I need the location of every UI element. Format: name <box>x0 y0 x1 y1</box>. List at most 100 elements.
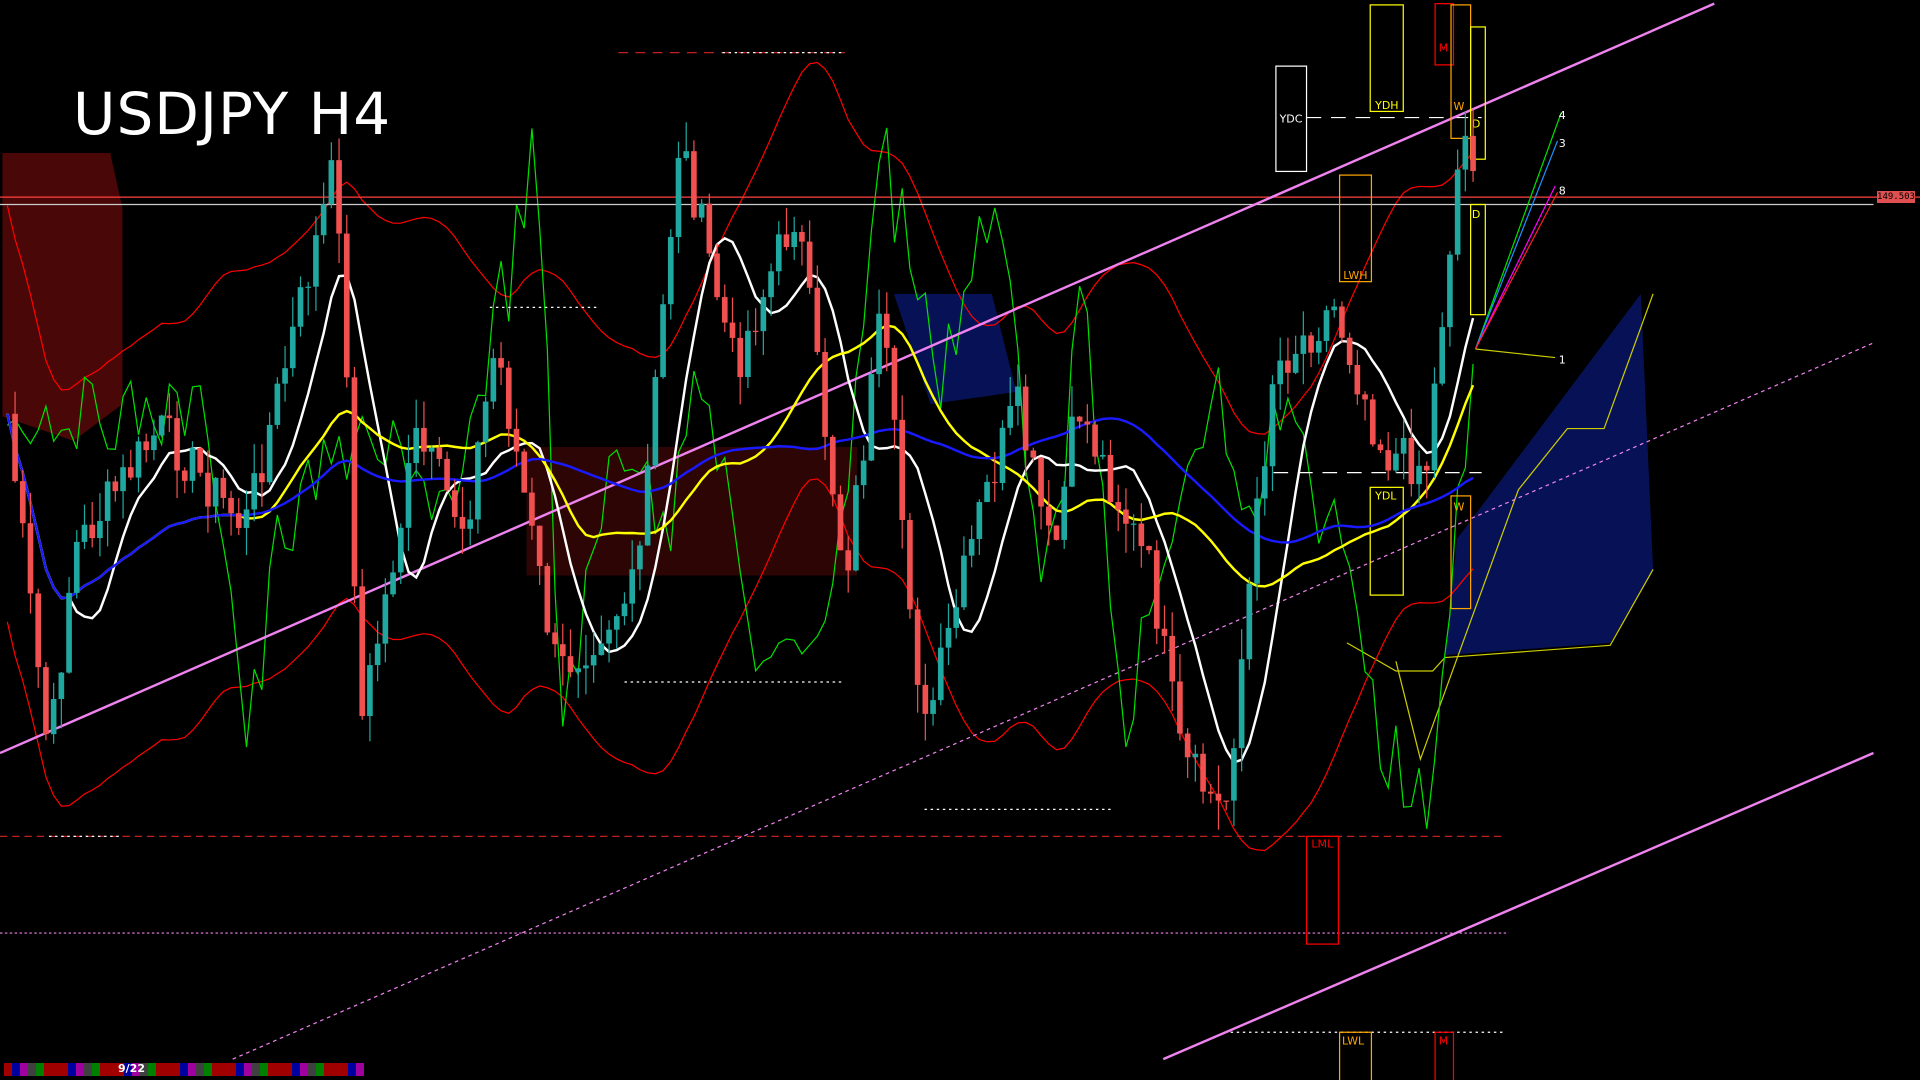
bottom-color-strip[interactable] <box>4 1063 364 1076</box>
candle <box>714 243 720 301</box>
candle <box>374 620 381 682</box>
candle <box>490 348 497 409</box>
lower-trendline <box>1162 751 1874 1061</box>
candle <box>151 419 157 461</box>
candle <box>1416 450 1422 504</box>
lml-label: LML <box>1311 837 1334 850</box>
candle <box>135 436 142 493</box>
candle <box>1161 605 1168 654</box>
candle <box>451 479 458 528</box>
candle <box>899 395 906 549</box>
mid-trendline <box>232 342 1874 1060</box>
yellow-ma <box>6 324 1475 600</box>
candle <box>1192 744 1199 782</box>
candle <box>1431 367 1438 479</box>
candle <box>1238 629 1245 772</box>
candle <box>1261 441 1268 516</box>
candle <box>1470 109 1476 182</box>
candle <box>1393 438 1399 473</box>
senkou-span-b <box>1346 569 1654 672</box>
candle <box>860 445 867 499</box>
candle <box>1439 312 1446 386</box>
candle <box>1092 420 1098 465</box>
candle <box>876 289 882 388</box>
candle <box>937 623 944 706</box>
candle <box>266 412 273 485</box>
candle <box>914 597 921 713</box>
candle <box>529 477 535 540</box>
candle <box>220 469 227 509</box>
w-bottom-box <box>1450 495 1472 610</box>
d-bottom-label: D <box>1472 208 1480 221</box>
candle <box>513 408 520 467</box>
candle <box>73 530 80 599</box>
d-bottom-box <box>1470 203 1486 316</box>
candle <box>343 214 350 388</box>
candle <box>89 502 96 548</box>
candle <box>467 500 474 546</box>
candle <box>1099 440 1106 460</box>
candle <box>1184 728 1191 778</box>
candle <box>1053 525 1060 541</box>
candle <box>50 682 57 744</box>
candle <box>745 310 751 388</box>
candle <box>1447 250 1453 347</box>
candle <box>35 588 42 688</box>
fan-label-1: 1 <box>1559 354 1566 367</box>
candle <box>1069 386 1075 488</box>
candle <box>590 632 597 683</box>
candle <box>243 490 250 556</box>
candle <box>1377 439 1384 454</box>
candle <box>1300 311 1307 385</box>
candle <box>166 392 173 433</box>
candle <box>19 469 26 538</box>
projection-fan: 4 3 8 1 <box>1474 109 1566 367</box>
candle <box>282 346 288 402</box>
candle <box>922 663 929 741</box>
candle <box>390 560 396 598</box>
w-top-label: W <box>1453 100 1464 113</box>
candle <box>382 578 389 663</box>
candle <box>953 589 960 639</box>
candle <box>235 498 242 535</box>
candle <box>968 525 975 568</box>
candle <box>737 322 744 405</box>
candle <box>675 141 682 254</box>
candle <box>822 338 828 461</box>
candle <box>197 447 204 477</box>
d-top-box <box>1470 26 1486 160</box>
candle <box>613 614 620 649</box>
candle <box>1308 331 1314 367</box>
candle <box>945 603 952 666</box>
candle <box>575 668 582 698</box>
candle <box>1408 408 1415 497</box>
ydh-box <box>1369 4 1404 113</box>
candle <box>81 504 88 550</box>
candle <box>883 292 890 372</box>
candle <box>351 367 358 604</box>
candle <box>421 401 427 466</box>
candle <box>112 476 119 502</box>
candle <box>752 308 759 346</box>
candle <box>536 525 543 585</box>
candle <box>459 487 466 554</box>
candle <box>1169 612 1176 712</box>
candle <box>621 592 628 626</box>
candle <box>837 485 844 551</box>
candle <box>1115 484 1122 532</box>
candle <box>559 623 566 686</box>
senkou-span-a <box>1395 293 1654 762</box>
candle <box>1007 376 1014 436</box>
blue-ma <box>6 413 1474 600</box>
candle <box>436 436 443 467</box>
candle <box>667 229 674 320</box>
candle <box>1061 481 1068 549</box>
m-bottom-box <box>1434 1031 1455 1080</box>
candle <box>1146 545 1152 555</box>
candle <box>1200 743 1206 804</box>
candle <box>814 265 821 356</box>
candle <box>1331 298 1338 318</box>
candle <box>1454 149 1461 261</box>
